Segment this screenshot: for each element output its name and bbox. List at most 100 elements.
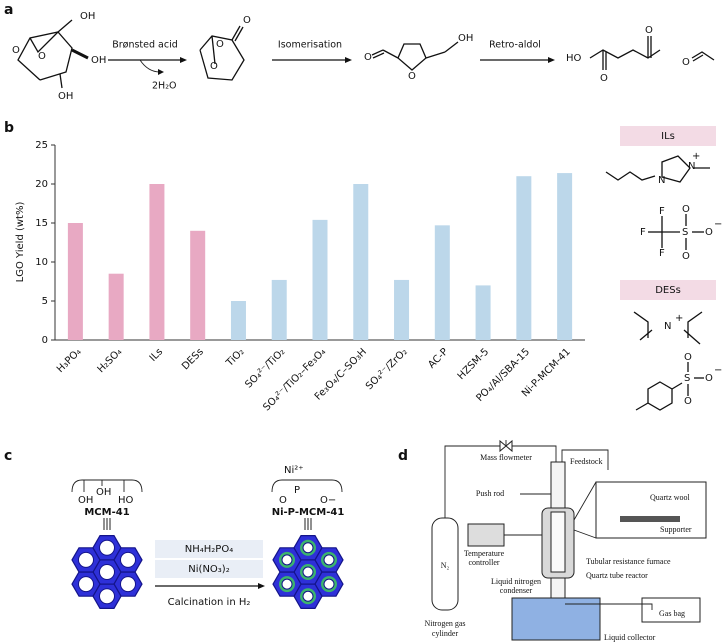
step: Isomerisation <box>278 40 342 51</box>
drawing-polygon <box>647 381 673 411</box>
bar <box>394 279 410 340</box>
atom-label: N <box>688 161 695 172</box>
atom-label: HO <box>566 53 582 64</box>
reagent-box <box>155 540 263 558</box>
drawing-rect <box>511 597 601 641</box>
reagent: NH₄H₂PO₄ <box>185 544 233 555</box>
step: Retro-aldol <box>489 40 541 51</box>
atom-label: O <box>600 73 608 84</box>
molecule-levulinic-acid <box>589 49 661 59</box>
drawing-polyline <box>683 329 701 345</box>
atom-label: N <box>658 175 665 186</box>
molecule-hmf <box>371 41 459 71</box>
drawing-rect <box>641 597 701 623</box>
atom-label: P <box>294 485 300 496</box>
molecule-lgo <box>199 25 245 81</box>
bar <box>434 225 450 340</box>
atom-label: S <box>684 373 690 384</box>
x-tick-label: AC-P <box>426 346 450 370</box>
pore-wall <box>271 479 343 493</box>
x-tick-label: SO₄²⁻/TiO₂ <box>243 346 287 390</box>
atom-label: O <box>684 396 692 407</box>
label: controller <box>468 558 499 567</box>
drawing-line <box>372 52 385 59</box>
pore <box>302 542 314 554</box>
header: ILs <box>661 131 675 142</box>
x-tick-label: DESs <box>180 346 206 372</box>
atom-label: + <box>692 151 700 162</box>
drawing-path <box>139 59 161 73</box>
pore <box>99 539 115 556</box>
drawing-polygon <box>661 155 691 183</box>
drawing-line <box>57 19 73 33</box>
pore <box>78 576 94 593</box>
atom-label: O <box>408 71 416 82</box>
bar <box>190 230 206 340</box>
y-tick-label: 15 <box>35 218 48 229</box>
pore <box>281 578 293 590</box>
atom-label: O <box>705 373 713 384</box>
label: Mass flowmeter <box>480 453 532 462</box>
pore <box>323 554 335 566</box>
bar <box>67 223 83 340</box>
x-tick-label: HZSM-5 <box>456 346 492 382</box>
drawing-polyline <box>687 311 703 338</box>
drawing-polygon <box>158 69 164 75</box>
atom-label: F <box>659 248 665 259</box>
tetraethylammonium <box>633 311 703 345</box>
label: Supporter <box>660 525 692 534</box>
atom-label: OH <box>458 33 473 44</box>
atom-label: O <box>682 251 690 262</box>
pore <box>281 554 293 566</box>
drawing-line <box>211 35 216 65</box>
support-label: MCM-41 <box>84 507 129 518</box>
bar <box>312 219 328 340</box>
atom-label: OH <box>58 91 73 102</box>
atom-label: O <box>210 61 218 72</box>
atom-label: OH <box>80 11 95 22</box>
pore-wall <box>71 479 143 493</box>
atom-label: O <box>364 52 372 63</box>
drawing-line <box>382 49 399 59</box>
header: DESs <box>655 285 681 296</box>
bar <box>108 273 124 340</box>
drawing-line <box>59 73 63 89</box>
label: Quartz wool <box>650 493 691 502</box>
label: Liquid collector <box>604 633 656 642</box>
label: cylinder <box>432 629 459 638</box>
pore <box>99 564 115 580</box>
product-label: Ni-P-MCM-41 <box>272 507 345 518</box>
bar <box>271 279 287 340</box>
drawing-line <box>444 41 459 53</box>
drawing-line <box>371 49 384 56</box>
y-tick-label: 25 <box>35 140 48 151</box>
drawing-line <box>573 481 597 521</box>
label: Liquid nitrogen <box>491 577 541 586</box>
y-tick-label: 5 <box>42 296 48 307</box>
atom-label: O <box>38 51 46 62</box>
label: condenser <box>500 586 533 595</box>
x-tick-label: SO₄²⁻/ZrO₂ <box>364 346 410 392</box>
drawing-line <box>231 25 241 41</box>
atom-label: − <box>714 365 722 376</box>
atom-label: O <box>645 25 653 36</box>
pore <box>120 551 136 568</box>
atom-label: O <box>279 495 287 506</box>
atom-label: O <box>216 39 224 50</box>
y-tick-label: 0 <box>42 335 48 346</box>
x-tick-label: ILs <box>148 346 165 363</box>
pore <box>302 590 314 602</box>
drawing-polyline <box>561 449 609 470</box>
drawing-polygon <box>180 57 187 63</box>
drawing-line <box>71 48 89 60</box>
atom-label: O <box>705 227 713 238</box>
y-tick-label: 20 <box>35 179 48 190</box>
atom-label: O <box>684 352 692 363</box>
bar <box>557 173 573 340</box>
pore <box>323 578 335 590</box>
atom-label: OH <box>78 495 93 506</box>
atom-label: Ni²⁺ <box>284 465 304 476</box>
label: Temperature <box>464 549 505 558</box>
y-axis-label: LGO Yield (wt%) <box>15 202 26 283</box>
pore <box>120 576 136 593</box>
